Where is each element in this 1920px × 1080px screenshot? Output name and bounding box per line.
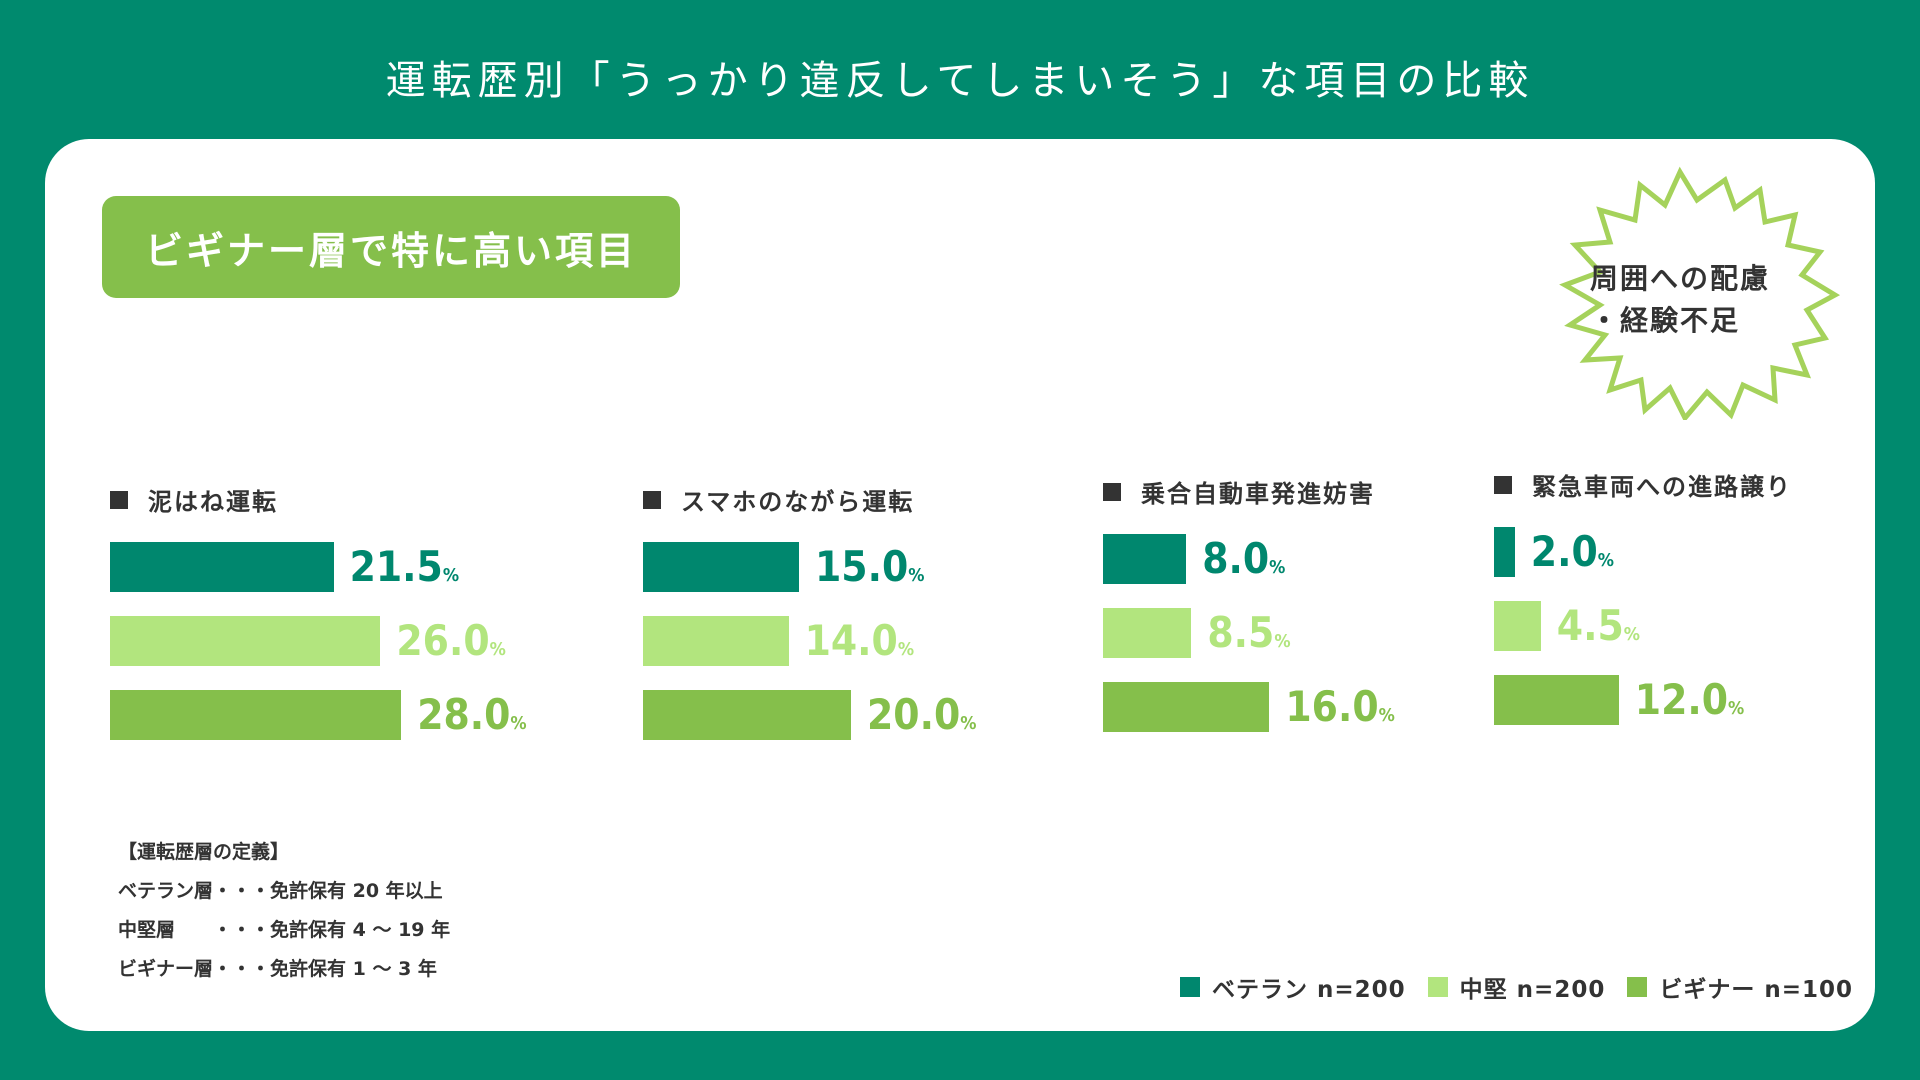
bullet-square-icon [110, 490, 128, 509]
bar [110, 616, 381, 666]
data-label: 16.0% [1285, 682, 1395, 731]
callout-line-1: 周囲への配慮 [1590, 262, 1771, 295]
category-label: 泥はね運転 [110, 482, 278, 517]
chart-group-2: スマホのながら運転 15.0% 14.0% 20.0% [643, 482, 1083, 752]
data-label: 8.5% [1207, 608, 1291, 657]
burst-callout-text: 周囲への配慮 ・経験不足 [1590, 258, 1800, 342]
data-label: 15.0% [815, 542, 925, 591]
legend-swatch [1180, 977, 1200, 997]
bullet-square-icon [1103, 482, 1121, 501]
bar [1103, 608, 1192, 658]
page-title: 運転歴別「うっかり違反してしまいそう」な項目の比較 [385, 58, 1535, 104]
highlight-banner: ビギナー層で特に高い項目 [102, 196, 680, 298]
bar [643, 690, 851, 740]
chart-group-4: 緊急車両への進路譲り 2.0% 4.5% 12.0% [1494, 467, 1834, 737]
bullet-square-icon [643, 490, 661, 509]
chart-group-1: 泥はね運転 21.5% 26.0% 28.0% [110, 482, 630, 752]
definition-line: ベテラン層・・・免許保有 20 年以上 [118, 880, 443, 902]
legend-swatch [1627, 977, 1648, 997]
legend-swatch [1427, 977, 1448, 997]
legend-item-veteran: ベテラン n=200 [1180, 970, 1406, 1004]
data-label: 2.0% [1530, 527, 1614, 576]
category-label: スマホのながら運転 [643, 482, 914, 517]
definition-line: ビギナー層・・・免許保有 1 〜 3 年 [118, 958, 437, 980]
bar [1494, 527, 1515, 577]
bar [110, 690, 402, 740]
data-label: 26.0% [396, 616, 506, 665]
chart-group-3: 乗合自動車発進妨害 8.0% 8.5% 16.0% [1103, 474, 1483, 744]
data-label: 8.0% [1202, 534, 1286, 583]
callout-line-2: ・経験不足 [1590, 304, 1741, 337]
category-label: 乗合自動車発進妨害 [1103, 474, 1375, 509]
category-label: 緊急車両への進路譲り [1494, 467, 1792, 502]
legend: ベテラン n=200 中堅 n=200 ビギナー n=100 [1180, 970, 1875, 1004]
data-label: 14.0% [804, 616, 915, 665]
bar [1494, 675, 1619, 725]
legend-item-mid: 中堅 n=200 [1427, 970, 1606, 1004]
definitions-heading: 【運転歴層の定義】 [118, 841, 290, 863]
bar [110, 542, 334, 592]
definitions-block: 【運転歴層の定義】 ベテラン層・・・免許保有 20 年以上 中堅層 ・・・免許保… [118, 833, 450, 989]
data-label: 12.0% [1634, 675, 1745, 724]
data-label: 20.0% [867, 690, 977, 739]
legend-item-beginner: ビギナー n=100 [1627, 970, 1853, 1004]
definition-line: 中堅層 ・・・免許保有 4 〜 19 年 [118, 919, 451, 941]
data-label: 4.5% [1556, 601, 1640, 650]
data-label: 21.5% [349, 542, 460, 591]
data-label: 28.0% [417, 690, 527, 739]
burst-callout-shape [1559, 166, 1841, 420]
bar [1103, 534, 1187, 584]
bar [1494, 601, 1541, 651]
bar [643, 542, 799, 592]
bullet-square-icon [1494, 475, 1512, 494]
bar [643, 616, 789, 666]
bar [1103, 682, 1270, 732]
